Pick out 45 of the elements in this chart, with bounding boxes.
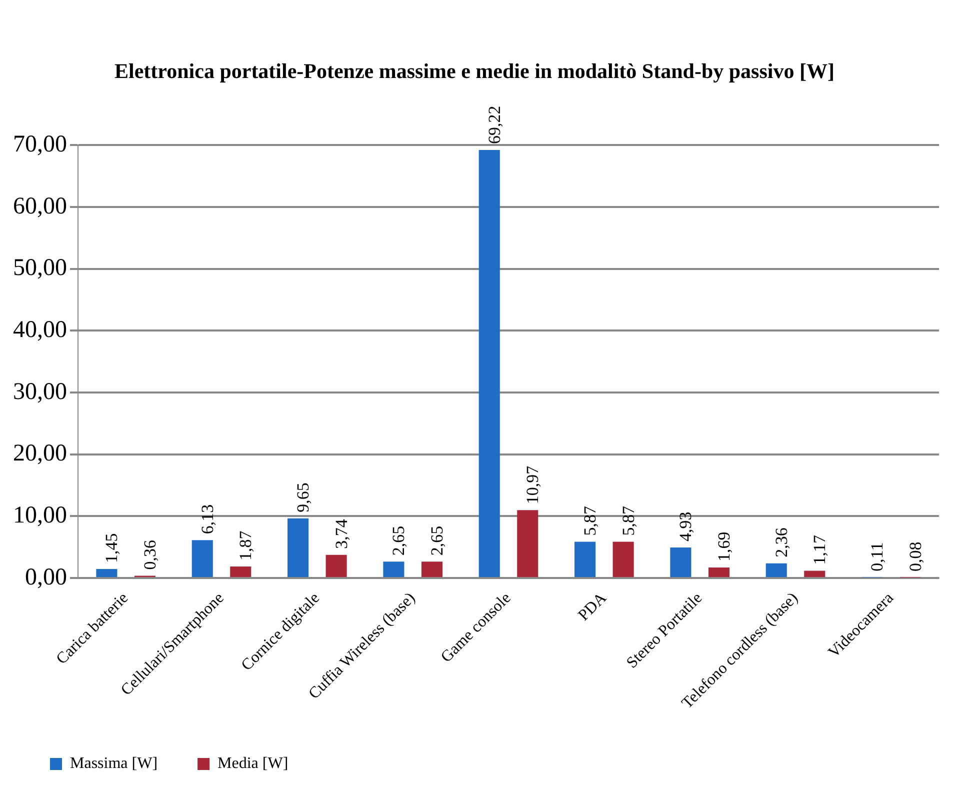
chart-title: Elettronica portatile-Potenze massime e medie in modalitò Stand-by passivo [W] bbox=[114, 59, 834, 84]
data-label: 2,65 bbox=[427, 526, 446, 556]
y-tick-label: 40,00 bbox=[13, 316, 67, 343]
data-label: 0,11 bbox=[868, 542, 886, 572]
bar bbox=[421, 562, 442, 578]
bar bbox=[517, 510, 538, 578]
data-label: 69,22 bbox=[484, 106, 504, 144]
data-label: 5,87 bbox=[580, 505, 600, 536]
bar bbox=[192, 540, 213, 578]
bar bbox=[230, 566, 252, 578]
y-tick-label: 0,00 bbox=[25, 564, 67, 590]
bar bbox=[96, 569, 118, 578]
data-label: 6,13 bbox=[198, 504, 217, 534]
data-label: 9,65 bbox=[294, 482, 312, 512]
data-label: 1,87 bbox=[236, 530, 256, 560]
data-label: 2,65 bbox=[389, 526, 408, 556]
data-label: 10,97 bbox=[523, 465, 542, 504]
y-tick-label: 20,00 bbox=[13, 440, 67, 467]
bar bbox=[574, 542, 596, 578]
data-label: 5,87 bbox=[618, 505, 638, 536]
bar bbox=[383, 562, 404, 578]
legend-label: Media [W] bbox=[218, 755, 288, 772]
bar bbox=[326, 554, 347, 578]
x-tick-label: PDA bbox=[575, 589, 610, 624]
bar bbox=[612, 542, 634, 578]
data-label: 1,45 bbox=[102, 533, 122, 564]
y-tick-label: 60,00 bbox=[13, 193, 67, 220]
data-label: 4,93 bbox=[676, 512, 696, 542]
y-tick-label: 10,00 bbox=[13, 502, 67, 528]
bar bbox=[708, 568, 730, 578]
data-label: 1,69 bbox=[714, 532, 734, 562]
bar bbox=[670, 548, 692, 578]
bar bbox=[288, 518, 309, 578]
bar bbox=[766, 563, 787, 578]
bar bbox=[478, 150, 500, 578]
data-label: 2,36 bbox=[772, 528, 791, 558]
data-label: 0,36 bbox=[140, 540, 160, 570]
y-tick-label: 30,00 bbox=[13, 378, 67, 405]
legend-label: Massima [W] bbox=[70, 755, 158, 772]
y-tick-label: 70,00 bbox=[13, 131, 67, 158]
data-label: 0,08 bbox=[906, 542, 925, 572]
y-tick-label: 50,00 bbox=[13, 255, 67, 282]
data-label: 1,17 bbox=[810, 534, 830, 565]
bar bbox=[804, 570, 826, 578]
data-label: 3,74 bbox=[332, 518, 351, 549]
